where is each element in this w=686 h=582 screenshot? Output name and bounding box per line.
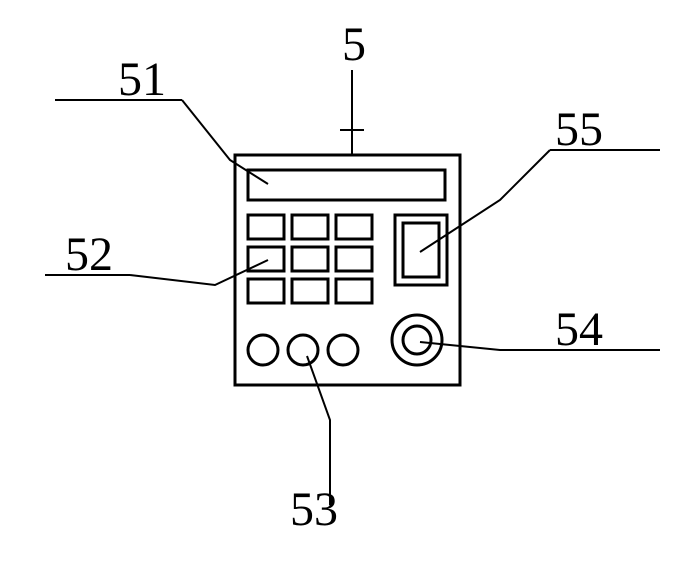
diagram-canvas: 5 51 52 53 54 55 [0,0,686,582]
keypad-grid [248,215,372,303]
keypad-key [248,279,284,303]
indicator-circle [328,335,358,365]
knob-outer-circle [392,315,442,365]
screen-inner-rect [403,223,439,277]
keypad-key [248,215,284,239]
keypad-key [336,279,372,303]
label-54: 54 [555,303,603,356]
label-52: 52 [65,228,113,281]
label-51: 51 [118,53,166,106]
knob-inner-circle [403,326,431,354]
keypad-key [292,247,328,271]
label-55: 55 [555,103,603,156]
label-53: 53 [290,483,338,536]
leader-lines [130,70,550,505]
indicator-circle [288,335,318,365]
indicator-circle [248,335,278,365]
keypad-key [292,215,328,239]
indicator-circles [248,335,358,365]
keypad-key [336,247,372,271]
keypad-key [336,215,372,239]
keypad-key [292,279,328,303]
display-bar [248,170,445,200]
label-5: 5 [342,18,366,71]
